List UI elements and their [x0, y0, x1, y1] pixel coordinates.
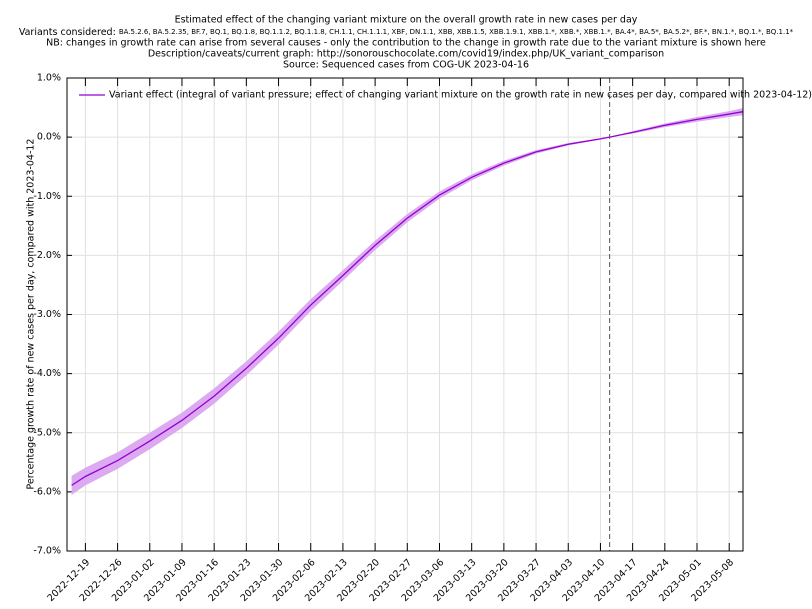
y-tick-label: 1.0% [37, 73, 61, 84]
y-tick-label: -1.0% [33, 191, 61, 202]
legend-label: Variant effect (integral of variant pres… [109, 90, 812, 101]
y-tick-label: -7.0% [33, 546, 61, 557]
series-line [71, 111, 744, 486]
y-axis-label: Percentage growth rate of new cases per … [26, 139, 37, 490]
plot-frame [66, 77, 744, 552]
note: NB: changes in growth rate can arise fro… [46, 38, 766, 49]
y-tick-label: -6.0% [33, 486, 61, 497]
y-tick-label: -3.0% [33, 309, 61, 320]
description: Description/caveats/current graph: http:… [148, 49, 664, 60]
variants-label: Variants considered: [19, 27, 116, 38]
y-tick-label: -5.0% [33, 427, 61, 438]
y-tick-label: -4.0% [33, 368, 61, 379]
source: Source: Sequenced cases from COG-UK 2023… [283, 60, 529, 71]
y-tick-label: -2.0% [33, 250, 61, 261]
chart-title: Estimated effect of the changing variant… [175, 15, 638, 26]
variants-list: BA.5.2.6, BA.5.2.35, BF.7, BQ.1, BQ.1.8,… [119, 28, 794, 36]
variants-line: Variants considered: BA.5.2.6, BA.5.2.35… [19, 27, 794, 38]
y-tick-label: 0.0% [37, 132, 61, 143]
